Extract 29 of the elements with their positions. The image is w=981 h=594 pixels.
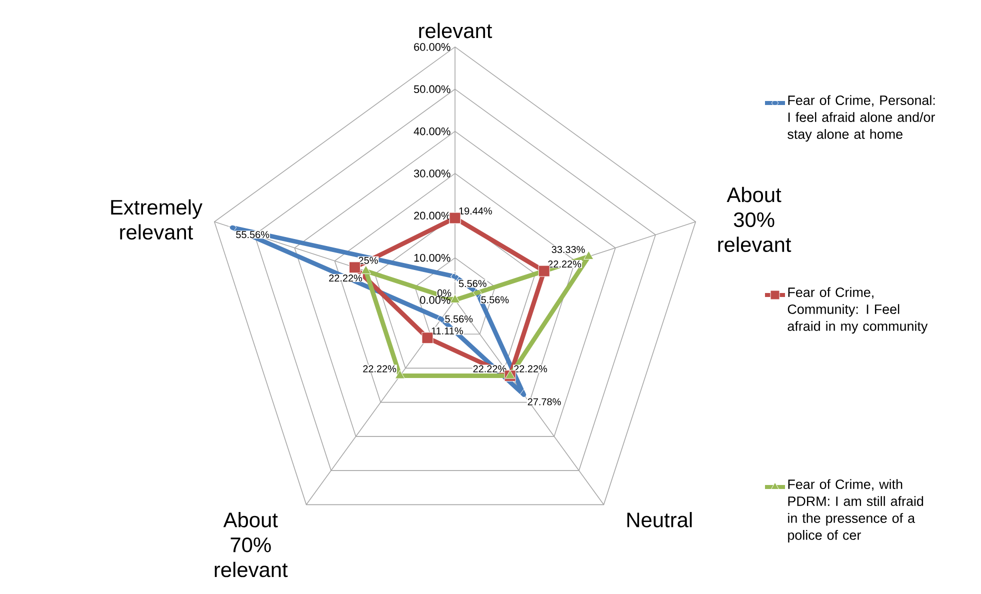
y-tick-label: 50.00%	[414, 85, 450, 94]
data-label: 19.44%	[459, 207, 492, 215]
y-tick-label: 0.00%	[420, 296, 450, 304]
data-label: 5.56%	[458, 280, 486, 288]
legend-label: Fear of Crime, with PDRM: I am still afraid in the pressence of a police of cer	[788, 479, 924, 543]
data-label: 27.78%	[528, 398, 561, 406]
data-label: 5.56%	[445, 315, 473, 322]
spoke-label: Extremely relevant	[111, 199, 202, 240]
spoke-label: About 70% relevant	[214, 512, 288, 578]
spoke-label: About 30% relevant	[718, 186, 792, 252]
data-label: 33.33%	[552, 246, 585, 254]
data-label: 22.22%	[473, 365, 506, 372]
data-label: 22.22%	[514, 365, 548, 372]
y-tick-label: 60.00%	[414, 43, 450, 51]
data-label: 22.22%	[548, 260, 582, 268]
legend-label: Fear of Crime, Personal: I feel afraid alone and/or stay alone at home	[788, 95, 935, 142]
legend-label: Fear of Crime, Community: I Feel afraid in my community	[788, 287, 928, 334]
spoke-label: relevant	[419, 22, 492, 38]
spoke-label: Neutral	[627, 512, 692, 528]
y-tick-label: 40.00%	[414, 127, 450, 136]
data-label: 22.22%	[363, 365, 396, 372]
data-label: 11.11%	[432, 327, 463, 334]
data-label: 22.22%	[329, 274, 362, 282]
y-tick-label: 20.00%	[414, 212, 450, 220]
y-tick-label: 30.00%	[414, 170, 450, 178]
data-label: 5.56%	[481, 296, 509, 304]
data-label: 55.56%	[236, 231, 270, 238]
data-label: 0%	[438, 289, 452, 296]
y-tick-label: 10.00%	[414, 254, 450, 262]
